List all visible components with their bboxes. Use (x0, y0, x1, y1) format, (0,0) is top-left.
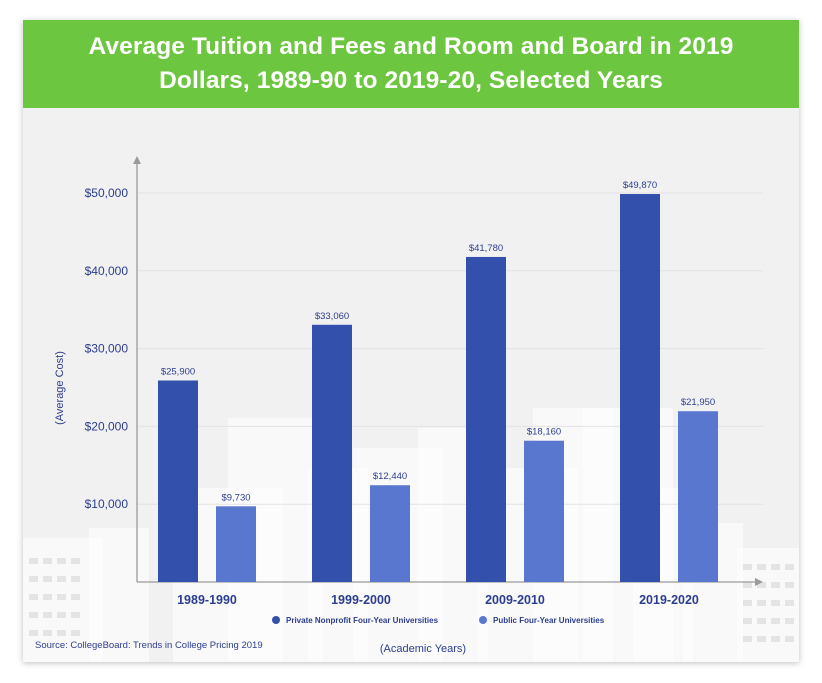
chart-card: Average Tuition and Fees and Room and Bo… (23, 20, 799, 662)
skyline-window (743, 600, 752, 606)
bar (312, 324, 352, 582)
bar (466, 256, 506, 582)
skyline-window (743, 564, 752, 570)
skyline-window (29, 594, 38, 600)
y-tick-label: $10,000 (85, 497, 129, 511)
title-line-1: Average Tuition and Fees and Room and Bo… (88, 33, 734, 60)
y-tick-label: $40,000 (85, 264, 129, 278)
bar (524, 440, 564, 582)
title-line-2: Dollars, 1989-90 to 2019-20, Selected Ye… (159, 67, 663, 94)
skyline-window (785, 564, 794, 570)
bar (216, 506, 256, 582)
legend-label: Public Four-Year Universities (493, 616, 605, 625)
skyline-window (71, 558, 80, 564)
y-tick-label: $30,000 (85, 342, 129, 356)
chart-title: Average Tuition and Fees and Room and Bo… (41, 30, 781, 98)
x-tick-label: 2019-2020 (639, 593, 699, 607)
skyline-window (757, 582, 766, 588)
skyline-window (57, 594, 66, 600)
skyline-window (743, 636, 752, 642)
bar-value-label: $25,900 (161, 366, 195, 377)
skyline-window (71, 594, 80, 600)
x-tick-label: 1989-1990 (177, 593, 237, 607)
bar (678, 411, 718, 582)
skyline-window (29, 558, 38, 564)
skyline-window (771, 582, 780, 588)
skyline-window (771, 618, 780, 624)
bar (620, 194, 660, 582)
chart-labels: $10,000 $20,000 $30,000 $40,000 $50,000 (Aver… (54, 180, 715, 655)
bar-value-label: $12,440 (373, 471, 407, 482)
x-axis-arrow (755, 578, 763, 586)
bar-value-label: $21,950 (681, 397, 715, 408)
skyline-window (57, 576, 66, 582)
skyline-window (785, 636, 794, 642)
x-tick-label: 2009-2010 (485, 593, 545, 607)
skyline-window (43, 576, 52, 582)
bar-value-label: $9,730 (221, 492, 250, 503)
skyline-window (43, 612, 52, 618)
y-tick-label: $50,000 (85, 186, 129, 200)
skyline-window (785, 618, 794, 624)
skyline-window (43, 594, 52, 600)
source-note: Source: CollegeBoard: Trends in College … (35, 640, 263, 651)
legend-marker (479, 616, 487, 624)
legend-marker (272, 616, 280, 624)
skyline-window (29, 630, 38, 636)
bar (370, 485, 410, 582)
bar-value-label: $33,060 (315, 311, 349, 322)
legend: Private Nonprofit Four-Year Universities… (272, 616, 605, 625)
skyline-window (757, 564, 766, 570)
skyline-window (743, 582, 752, 588)
bar (158, 380, 198, 582)
skyline-window (771, 564, 780, 570)
skyline-window (29, 576, 38, 582)
x-axis-label: (Academic Years) (380, 643, 466, 655)
skyline-window (43, 558, 52, 564)
skyline-window (29, 612, 38, 618)
skyline-window (71, 576, 80, 582)
skyline-window (71, 612, 80, 618)
skyline-window (785, 600, 794, 606)
skyline-window (771, 600, 780, 606)
skyline-building (89, 528, 149, 662)
bar-chart: $10,000 $20,000 $30,000 $40,000 $50,000 (Aver… (23, 156, 799, 662)
skyline-window (785, 582, 794, 588)
y-axis-label: (Average Cost) (54, 351, 66, 425)
bar-value-label: $41,780 (469, 243, 503, 254)
bar-value-label: $18,160 (527, 427, 561, 438)
skyline-window (771, 636, 780, 642)
skyline-window (57, 612, 66, 618)
skyline-window (57, 558, 66, 564)
y-tick-label: $20,000 (85, 419, 129, 433)
skyline-window (57, 630, 66, 636)
bar-value-label: $49,870 (623, 180, 657, 191)
title-banner: Average Tuition and Fees and Room and Bo… (23, 20, 799, 108)
legend-label: Private Nonprofit Four-Year Universities (286, 616, 439, 625)
bar-marks (158, 194, 718, 582)
skyline-window (71, 630, 80, 636)
x-tick-label: 1999-2000 (331, 593, 391, 607)
skyline-window (757, 600, 766, 606)
skyline-window (757, 618, 766, 624)
skyline-window (757, 636, 766, 642)
skyline-window (743, 618, 752, 624)
y-axis-arrow (133, 156, 141, 164)
skyline-window (43, 630, 52, 636)
